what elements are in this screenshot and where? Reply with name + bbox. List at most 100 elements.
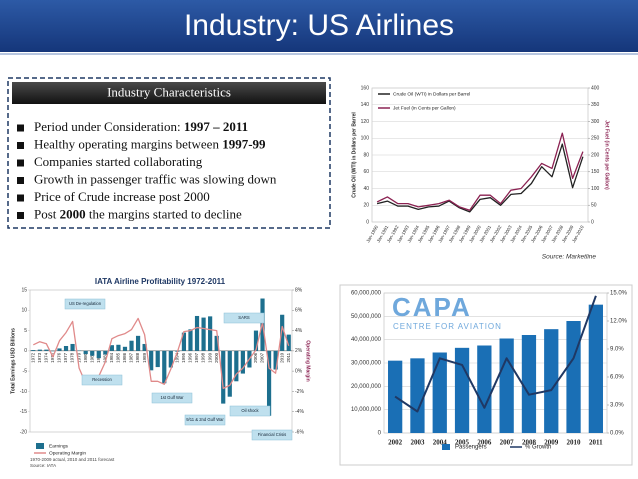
bar [227, 350, 232, 397]
bar [240, 350, 245, 374]
y2-tick-label: 250 [591, 136, 600, 142]
y-tick-label: 60 [363, 169, 369, 175]
bar [266, 350, 272, 416]
bullet-segment: Period under Consideration: [34, 119, 184, 134]
bullet-marker [17, 142, 24, 149]
bar [253, 330, 259, 351]
y-tick-label: 0 [366, 219, 369, 225]
annotation-box [151, 392, 193, 404]
legend-label: Jet Fuel (in Cents per Gallon) [393, 105, 456, 111]
x-tick-label: 1995 [181, 352, 186, 363]
y2-tick-label: 50 [591, 203, 597, 209]
y-tick-label: 80 [363, 152, 369, 158]
annotation-box [81, 374, 123, 386]
y-tick-label: 40,000,000 [351, 337, 382, 343]
legend-swatch [442, 444, 450, 450]
annotation: 9/11 & 2nd Gulf War [186, 417, 224, 422]
bullet-marker [17, 124, 24, 132]
bar [63, 345, 69, 351]
x-tick-label: 1998 [201, 352, 206, 363]
y-tick-label: 60,000,000 [351, 291, 382, 297]
bar [116, 344, 121, 351]
bullet-marker [17, 212, 24, 219]
x-tick-label: 1974 [44, 352, 49, 363]
bar [588, 304, 603, 433]
y-tick-label: 140 [361, 102, 370, 108]
bar [544, 329, 559, 433]
y2-tick-label: -6% [295, 429, 304, 435]
plot-area [29, 289, 293, 433]
legend-label: Crude Oil (WTI) in Dollars per Barrel [393, 91, 470, 97]
bar [31, 350, 36, 351]
slide-title: Industry: US Airlines [184, 9, 454, 42]
legend-label: Operating Margin [49, 450, 86, 456]
x-tick-label: 2010 [567, 439, 582, 447]
bar [44, 349, 49, 351]
series-line [394, 295, 597, 413]
x-tick-label: 1989 [142, 352, 147, 363]
y-tick-label: -10 [20, 389, 27, 395]
bullet-segment: Healthy operating margins between [34, 136, 222, 151]
y2-tick-label: 0 [591, 219, 594, 225]
chart-source: Source: Marketline [542, 254, 597, 261]
bar [286, 334, 291, 351]
y-tick-label: 100 [361, 136, 370, 142]
bar [273, 350, 278, 370]
bar [410, 358, 425, 433]
y2-tick-label: 0.0% [610, 431, 624, 437]
y-tick-label: 120 [361, 119, 370, 125]
y-tick-label: 40 [363, 186, 369, 192]
chart-title: IATA Airline Profitability 1972-2011 [95, 277, 226, 286]
y2-tick-label: 350 [591, 102, 600, 108]
y2-tick-label: 0% [295, 368, 303, 374]
x-tick-label: 2006 [477, 439, 492, 447]
bullet-text: Price of Crude increase post 2000 [34, 189, 210, 204]
annotation: Oil shock [241, 408, 259, 413]
logo-subtitle: CENTRE FOR AVIATION [393, 322, 502, 331]
characteristics-header [12, 82, 326, 104]
bar [181, 332, 187, 351]
bar [129, 340, 134, 351]
y2-tick-label: 100 [591, 186, 600, 192]
y2-tick-label: 15.0% [610, 291, 628, 297]
x-tick-label: 1976 [57, 352, 62, 363]
bar [280, 314, 285, 351]
bar [162, 350, 167, 384]
y-tick-label: 0 [378, 431, 382, 437]
bullet-segment: 1997 – 2011 [184, 119, 248, 134]
bar [208, 316, 213, 351]
bar [109, 345, 114, 351]
y-tick-label: 15 [21, 287, 27, 293]
y-tick-label: 10,000,000 [351, 407, 382, 413]
y2-tick-label: 9.0% [610, 347, 624, 353]
x-tick-label: 1983 [103, 352, 108, 363]
bullet-segment: the margins started to decline [86, 206, 242, 221]
y2-tick-label: 150 [591, 169, 600, 175]
y2-tick-label: 12.0% [610, 319, 628, 325]
x-tick-label: 2008 [522, 439, 537, 447]
y-axis-title: Total Earnings USD Billions [10, 328, 16, 394]
x-tick-label: 2006 [253, 352, 258, 363]
x-tick-label: 1981 [89, 352, 94, 363]
y2-tick-label: 3.0% [610, 403, 624, 409]
bar [155, 350, 160, 368]
chart-note: 1970-2009 actual, 2010 and 2011 forecast [30, 457, 115, 462]
bullet-text: Post 2000 the margins started to decline [34, 206, 242, 221]
bar [454, 347, 470, 433]
y-tick-label: 50,000,000 [351, 314, 382, 320]
bullet-marker [17, 159, 24, 167]
x-tick-label: 1986 [122, 352, 127, 363]
y-tick-label: 0 [24, 348, 27, 354]
x-tick-label: 2002 [388, 439, 403, 447]
logo: CAPA [392, 292, 472, 322]
annotation-box [184, 414, 226, 426]
x-tick-label: 1996 [188, 352, 193, 363]
bar [432, 352, 447, 433]
x-tick-label: 2003 [410, 439, 425, 447]
bullet-segment: Post [34, 206, 60, 221]
x-tick-label: 2007 [260, 352, 265, 363]
y2-tick-label: 300 [591, 119, 600, 125]
y2-tick-label: 6.0% [610, 375, 624, 381]
y2-tick-label: 4% [295, 328, 303, 334]
